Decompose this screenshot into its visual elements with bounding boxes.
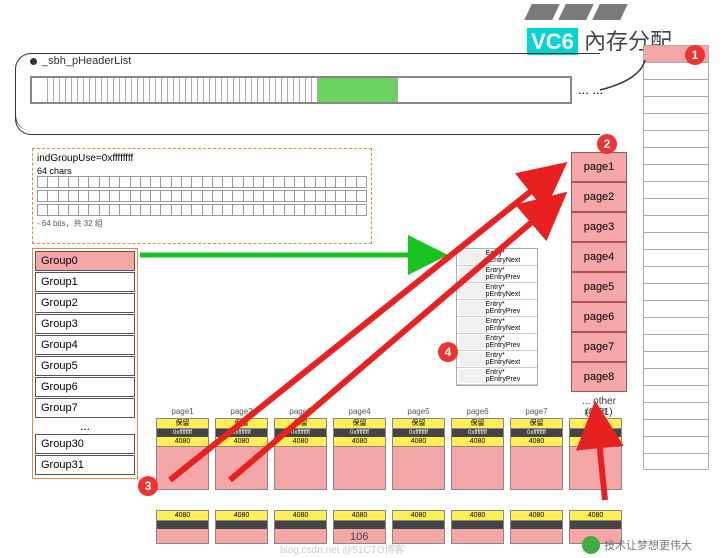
page-item: page6 xyxy=(571,302,627,332)
group-item: Group6 xyxy=(35,377,135,397)
segment-bottom: 4080 xyxy=(156,510,209,544)
header-bar: for(let i=0;i<45;i++)document.write('<di… xyxy=(30,76,572,104)
green-segment xyxy=(318,78,398,102)
entry-struct-box: Entry* pEntryNextEntry* pEntryPrevEntry*… xyxy=(456,248,538,386)
page-item: page3 xyxy=(571,212,627,242)
entry-row: Entry* pEntryNext xyxy=(457,283,537,300)
curve-to-sidecol xyxy=(600,60,645,90)
group-item: Group0 xyxy=(35,251,135,271)
indgroup-box: indGroupUse=0xffffffff 64 chars for(let … xyxy=(32,148,372,244)
group-item: Group4 xyxy=(35,335,135,355)
title-vc6: VC6 xyxy=(527,28,578,55)
group-item: Group2 xyxy=(35,293,135,313)
page-item: page7 xyxy=(571,332,627,362)
pages-column: page1page2page3page4page5page6page7page8… xyxy=(571,152,627,429)
watermark: 技术让梦想更伟大 xyxy=(582,536,692,554)
page-item: page5 xyxy=(571,272,627,302)
segment: page1保留0xffffffff4080 xyxy=(156,418,209,490)
indgroup-note: - 64 bits，共 32 组 xyxy=(37,218,367,229)
page-item: page1 xyxy=(571,152,627,182)
group-item: Group30 xyxy=(35,434,135,454)
entry-row: Entry* pEntryPrev xyxy=(457,334,537,351)
group-item: Group5 xyxy=(35,356,135,376)
side-column: for(let i=0;i<24;i++)document.write('<di… xyxy=(643,45,709,470)
loop-arc-bottom xyxy=(15,105,600,135)
badge-3: 3 xyxy=(138,476,158,496)
segment: page3保留0xffffffff4080 xyxy=(274,418,327,490)
badge-2: 2 xyxy=(597,134,617,154)
group-item: Group1 xyxy=(35,272,135,292)
segment: page5保留0xffffffff4080 xyxy=(392,418,445,490)
chars-label: 64 chars xyxy=(37,166,367,176)
entry-row: Entry* pEntryNext xyxy=(457,317,537,334)
decorative-slants xyxy=(528,4,624,20)
bit-strip-2: for(let i=0;i<32;i++)document.write('<di… xyxy=(37,190,367,202)
segment: page6保留0xffffffff4080 xyxy=(451,418,504,490)
page-item: page8 xyxy=(571,362,627,392)
segment-bottom: 4080 xyxy=(274,510,327,544)
entry-row: Entry* pEntryPrev xyxy=(457,266,537,283)
wechat-icon xyxy=(582,536,600,554)
entry-row: Entry* pEntryNext xyxy=(457,249,537,266)
segment-bottom: 4080 xyxy=(392,510,445,544)
entry-row: Entry* pEntryNext xyxy=(457,351,537,368)
group-item: Group7 xyxy=(35,398,135,418)
page-item: page4 xyxy=(571,242,627,272)
entry-row: Entry* pEntryPrev xyxy=(457,368,537,385)
entry-row: Entry* pEntryPrev xyxy=(457,300,537,317)
group-item: Group31 xyxy=(35,455,135,475)
watermark-faint: blog.csdn.net @51CTO博客 xyxy=(280,541,404,556)
group-item: Group3 xyxy=(35,314,135,334)
segment-bottom: 4080 xyxy=(510,510,563,544)
bit-strip-3: for(let i=0;i<32;i++)document.write('<di… xyxy=(37,204,367,216)
segment: page8保留0xffffffff4080 xyxy=(569,418,622,490)
segment: page4保留0xffffffff4080 xyxy=(333,418,386,490)
segment-row: page1保留0xffffffff4080page2保留0xffffffff40… xyxy=(156,418,622,490)
segment: page2保留0xffffffff4080 xyxy=(215,418,268,490)
badge-4: 4 xyxy=(438,342,458,362)
badge-1: 1 xyxy=(685,45,705,65)
indgroup-title: indGroupUse=0xffffffff xyxy=(37,153,367,164)
group-item: ... xyxy=(35,419,135,433)
segment-bottom: 4080 xyxy=(451,510,504,544)
groups-list: Group0Group1Group2Group3Group4Group5Grou… xyxy=(32,248,138,479)
segment-row-2: 40804080408040804080408040804080 xyxy=(156,510,622,544)
page-item: page2 xyxy=(571,182,627,212)
segment: page7保留0xffffffff4080 xyxy=(510,418,563,490)
bit-strip-1: for(let i=0;i<32;i++)document.write('<di… xyxy=(37,176,367,188)
segment-bottom: 4080 xyxy=(215,510,268,544)
bar-ellipsis: ... ... xyxy=(578,82,603,97)
